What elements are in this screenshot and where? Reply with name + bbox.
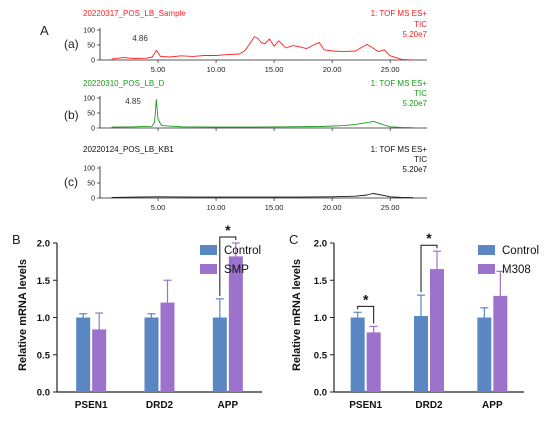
significance-star: * xyxy=(363,291,369,307)
legend-swatch xyxy=(200,264,217,274)
significance-star: * xyxy=(426,230,432,246)
significance-bracket xyxy=(219,236,237,296)
x-tick-label: 5.00 xyxy=(151,203,166,212)
x-tick-label: 25.00 xyxy=(381,65,400,74)
trace-line xyxy=(111,193,414,199)
bar xyxy=(76,317,91,392)
x-tick-label: 20.00 xyxy=(323,203,342,212)
y-tick-label: 0 xyxy=(91,196,95,203)
y-tick-label: 0.5 xyxy=(314,350,328,361)
significance-bracket xyxy=(420,244,438,293)
trace-a-plot: 0 50 100 5.00 10.00 15.00 20.00 25.00 xyxy=(83,28,427,74)
bar xyxy=(228,256,243,392)
y-tick-label: 2.0 xyxy=(37,239,50,250)
trace-c-intensity: 5.20e7 xyxy=(403,165,428,174)
panel-b-chart: 0.0 0.5 1.0 1.5 2.0 PSEN1 DRD2 APP * Control SMP xyxy=(37,222,262,411)
x-tick-label: 10.00 xyxy=(207,203,226,212)
x-tick-label: 20.00 xyxy=(323,65,342,74)
bar xyxy=(493,295,508,392)
y-tick-label: 100 xyxy=(83,96,95,103)
panel-c-chart: 0.0 0.5 1.0 1.5 2.0 PSEN1 DRD2 APP * * Control M308 xyxy=(314,230,539,411)
y-tick-label: 0.5 xyxy=(37,350,51,361)
legend-swatch xyxy=(478,245,495,255)
bar xyxy=(430,269,444,392)
bar xyxy=(160,302,175,392)
x-tick-label: PSEN1 xyxy=(349,400,382,411)
x-tick-label: 15.00 xyxy=(265,203,284,212)
legend-swatch xyxy=(200,245,217,255)
y-tick-label: 1.5 xyxy=(37,276,51,287)
significance-bracket xyxy=(357,305,375,324)
x-tick-label: 25.00 xyxy=(381,203,400,212)
trace-line xyxy=(111,99,414,129)
x-tick-label: DRD2 xyxy=(415,400,443,411)
x-tick-label: DRD2 xyxy=(146,400,174,411)
y-tick-label: 50 xyxy=(87,43,95,50)
trace-a-sample: 20220317_POS_LB_Sample xyxy=(83,9,186,18)
bar xyxy=(350,317,365,392)
trace-c-mode: 1: TOF MS ES+ xyxy=(371,145,428,154)
trace-a-detector: TIC xyxy=(414,20,427,29)
x-tick-label: 15.00 xyxy=(265,65,284,74)
y-tick-label: 0 xyxy=(91,126,95,133)
bar xyxy=(477,317,492,392)
y-tick-label: 1.5 xyxy=(314,276,328,287)
panel-a-letter: A xyxy=(40,23,49,38)
y-tick-label: 2.0 xyxy=(314,239,327,250)
panel-b-ylabel: Relative mRNA levels xyxy=(17,259,29,371)
legend-label: SMP xyxy=(224,264,249,276)
bar xyxy=(414,316,428,392)
trace-c-detector: TIC xyxy=(414,155,427,164)
trace-b-peak-label: 4.85 xyxy=(125,97,141,106)
panel-b-letter: B xyxy=(12,232,21,247)
trace-b-plot: 0 50 100 xyxy=(83,96,427,133)
trace-a-mode: 1: TOF MS ES+ xyxy=(371,9,428,18)
legend-label: M308 xyxy=(502,264,531,276)
y-tick-label: 0 xyxy=(91,58,95,65)
x-tick-label: 10.00 xyxy=(207,65,226,74)
y-tick-label: 0.0 xyxy=(314,388,327,399)
panel-c-letter: C xyxy=(289,232,298,247)
bar xyxy=(144,317,159,392)
trace-c-plot: 0 50 100 5.00 10.00 15.00 20.00 25.00 xyxy=(83,166,427,212)
trace-b-mode: 1: TOF MS ES+ xyxy=(371,79,428,88)
trace-b-sublabel: (b) xyxy=(64,108,79,122)
bar xyxy=(92,329,107,392)
legend-label: Control xyxy=(502,245,539,257)
trace-a-intensity: 5.20e7 xyxy=(403,30,428,39)
x-tick-label: PSEN1 xyxy=(75,400,108,411)
trace-a-sublabel: (a) xyxy=(64,37,79,51)
y-tick-label: 50 xyxy=(87,181,95,188)
y-tick-label: 1.0 xyxy=(314,313,327,324)
trace-a-peak-label: 4.86 xyxy=(132,34,148,43)
trace-c-sample: 20220124_POS_LB_KB1 xyxy=(83,145,174,154)
bar xyxy=(212,317,227,392)
trace-c-sublabel: (c) xyxy=(64,175,78,189)
x-tick-label: 5.00 xyxy=(151,65,166,74)
trace-b-intensity: 5.20e7 xyxy=(403,99,428,108)
panel-c-ylabel: Relative mRNA levels xyxy=(291,259,303,371)
y-tick-label: 100 xyxy=(83,166,95,173)
legend-swatch xyxy=(478,264,495,274)
y-tick-label: 50 xyxy=(87,111,95,118)
legend-label: Control xyxy=(224,245,261,257)
x-tick-label: APP xyxy=(218,400,239,411)
bar xyxy=(366,332,381,392)
trace-b-detector: TIC xyxy=(414,89,427,98)
x-tick-label: APP xyxy=(482,400,503,411)
y-tick-label: 100 xyxy=(83,28,95,35)
y-tick-label: 1.0 xyxy=(37,313,50,324)
y-tick-label: 0.0 xyxy=(37,388,50,399)
significance-star: * xyxy=(225,222,231,238)
trace-b-sample: 20220310_POS_LB_D xyxy=(83,79,165,88)
trace-line xyxy=(111,36,414,61)
